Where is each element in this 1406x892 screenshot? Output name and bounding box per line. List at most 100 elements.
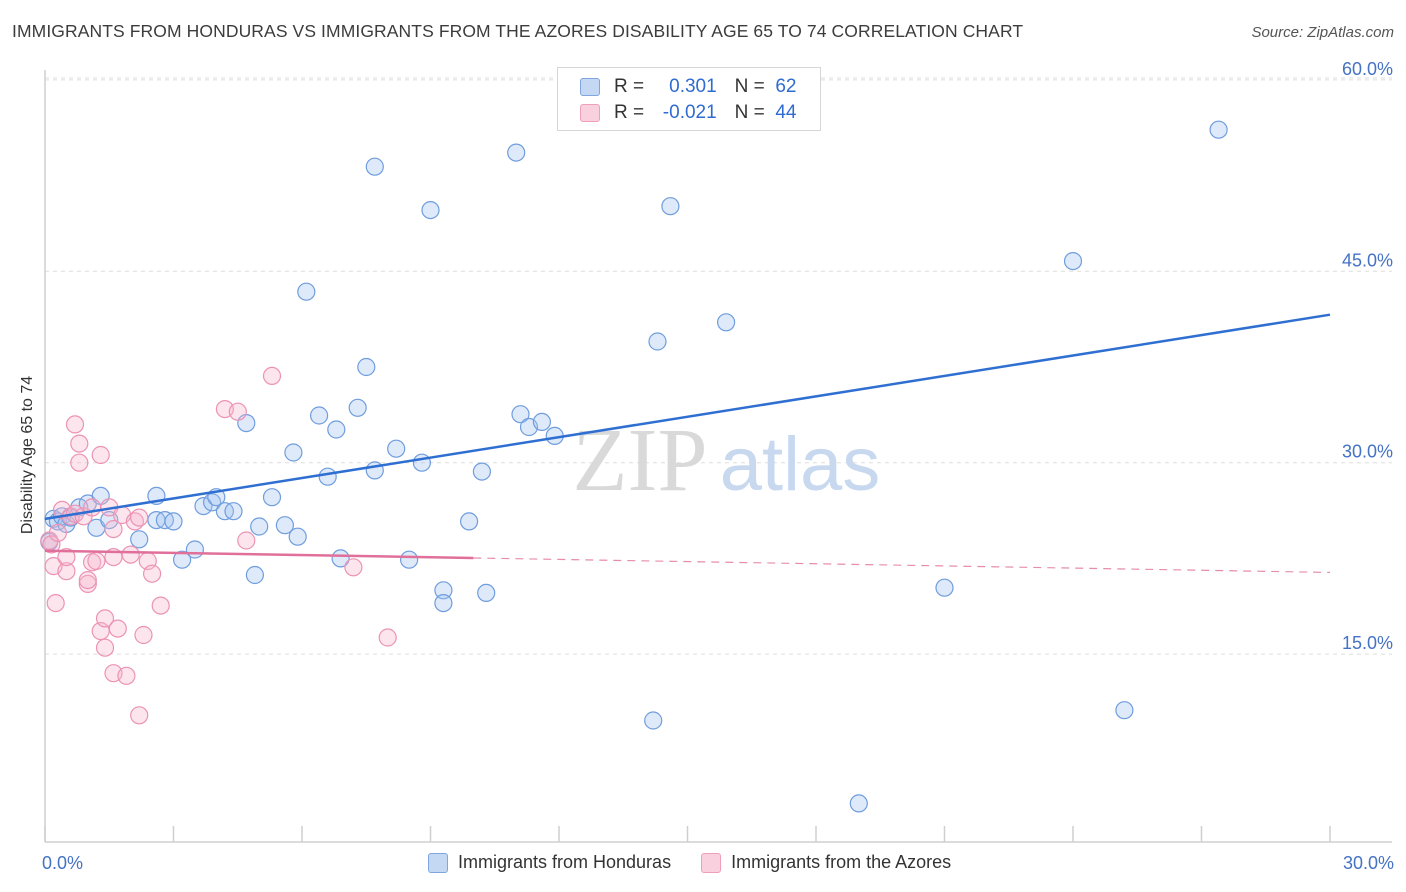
azores-trend-line bbox=[44, 549, 474, 560]
azores-point-41 bbox=[262, 366, 282, 385]
source-label: Source: ZipAtlas.com bbox=[1251, 24, 1394, 41]
honduras-point-45 bbox=[472, 462, 491, 481]
n-label: N = bbox=[734, 76, 765, 97]
honduras-point-41 bbox=[421, 201, 440, 220]
tick-labels: 15.0% 30.0% 45.0% 60.0% 0.0% 30.0% bbox=[42, 59, 1394, 873]
honduras-point-40 bbox=[412, 453, 431, 472]
stats-row-honduras: R = 0.301 N = 62 bbox=[580, 75, 796, 99]
azores-point-30 bbox=[121, 545, 140, 564]
n-label: N = bbox=[734, 102, 765, 123]
r-label: R = bbox=[614, 102, 645, 123]
azores-point-11 bbox=[70, 453, 89, 472]
n-value-honduras: 62 bbox=[775, 76, 797, 97]
honduras-point-25 bbox=[262, 488, 282, 507]
axes bbox=[44, 70, 1392, 843]
azores-point-42 bbox=[344, 558, 363, 577]
honduras-point-27 bbox=[284, 443, 303, 462]
honduras-point-55 bbox=[716, 313, 736, 332]
azores-point-39 bbox=[228, 402, 247, 421]
stats-row-azores: R = -0.021 N = 44 bbox=[580, 101, 796, 125]
honduras-point-28 bbox=[288, 527, 307, 546]
honduras-point-23 bbox=[245, 565, 264, 585]
azores-point-40 bbox=[237, 531, 256, 550]
honduras-point-38 bbox=[387, 439, 406, 458]
y-tick-label-2: 45.0% bbox=[1342, 250, 1393, 270]
series-legend: Immigrants from Honduras Immigrants from… bbox=[428, 852, 981, 873]
y-tick-label-0: 15.0% bbox=[1342, 633, 1393, 653]
chart-title: IMMIGRANTS FROM HONDURAS VS IMMIGRANTS F… bbox=[12, 21, 1024, 41]
azores-point-12 bbox=[70, 434, 89, 453]
r-value-honduras: 0.301 bbox=[669, 76, 717, 97]
honduras-point-15 bbox=[173, 550, 192, 569]
stats-legend: R = 0.301 N = 62 R = -0.021 N = 44 bbox=[557, 67, 821, 131]
azores-point-18 bbox=[87, 551, 106, 571]
trend-lines bbox=[44, 313, 1331, 574]
honduras-point-46 bbox=[477, 583, 496, 603]
x-tick-label-1: 30.0% bbox=[1343, 853, 1394, 873]
honduras-point-50 bbox=[532, 412, 552, 431]
azores-point-1 bbox=[42, 535, 61, 554]
honduras-point-43 bbox=[434, 593, 453, 613]
honduras-point-14 bbox=[164, 512, 183, 531]
honduras-point-24 bbox=[250, 517, 269, 536]
azores-trend-line-extension bbox=[473, 557, 1331, 574]
honduras-point-47 bbox=[507, 143, 526, 162]
honduras-point-56 bbox=[849, 794, 868, 813]
honduras-point-37 bbox=[365, 157, 384, 176]
gridlines bbox=[45, 77, 1392, 655]
azores-point-37 bbox=[151, 596, 170, 615]
azores-point-14 bbox=[78, 574, 97, 594]
y-tick-label-3: 60.0% bbox=[1342, 59, 1393, 79]
azores-point-7 bbox=[57, 547, 76, 567]
azores-swatch bbox=[580, 104, 600, 122]
azores-point-36 bbox=[143, 564, 162, 583]
honduras-point-42 bbox=[434, 581, 453, 600]
legend-label-honduras: Immigrants from Honduras bbox=[458, 852, 672, 872]
legend-label-azores: Immigrants from the Azores bbox=[731, 852, 952, 872]
honduras-point-34 bbox=[348, 398, 367, 417]
azores-point-25 bbox=[104, 519, 123, 539]
azores-point-4 bbox=[48, 523, 68, 543]
azores-point-33 bbox=[130, 508, 149, 527]
n-value-azores: 44 bbox=[775, 102, 797, 123]
honduras-point-30 bbox=[310, 406, 329, 425]
y-axis-label: Disability Age 65 to 74 bbox=[19, 376, 36, 534]
honduras-point-57 bbox=[935, 578, 954, 597]
honduras-point-48 bbox=[511, 405, 530, 424]
legend-item-honduras: Immigrants from Honduras bbox=[428, 852, 671, 873]
r-label: R = bbox=[614, 76, 645, 97]
azores-point-20 bbox=[91, 445, 110, 465]
azores-point-27 bbox=[108, 619, 127, 638]
azores-point-29 bbox=[117, 666, 136, 685]
x-tick-label-0: 0.0% bbox=[42, 853, 83, 873]
honduras-point-26 bbox=[275, 516, 294, 535]
honduras-point-17 bbox=[194, 497, 213, 516]
honduras-legend-swatch bbox=[428, 852, 448, 873]
honduras-point-33 bbox=[331, 549, 350, 568]
azores-point-9 bbox=[65, 415, 85, 434]
legend-item-azores: Immigrants from the Azores bbox=[701, 852, 951, 873]
honduras-trend-line bbox=[44, 313, 1331, 521]
azores-point-22 bbox=[95, 638, 115, 657]
r-value-azores: -0.021 bbox=[662, 102, 717, 123]
watermark-atlas: atlas bbox=[720, 422, 881, 507]
azores-point-15 bbox=[78, 570, 97, 590]
honduras-point-35 bbox=[357, 357, 376, 377]
honduras-point-60 bbox=[1209, 120, 1228, 139]
azores-legend-swatch bbox=[701, 852, 722, 873]
azores-point-32 bbox=[130, 706, 149, 725]
honduras-point-44 bbox=[460, 512, 479, 531]
azores-point-43 bbox=[378, 628, 397, 647]
honduras-point-16 bbox=[185, 540, 204, 559]
honduras-point-58 bbox=[1063, 252, 1083, 271]
honduras-point-59 bbox=[1115, 701, 1134, 720]
honduras-point-54 bbox=[661, 197, 680, 216]
honduras-swatch bbox=[580, 78, 600, 96]
honduras-point-10 bbox=[130, 530, 149, 549]
honduras-point-29 bbox=[297, 282, 316, 301]
y-tick-label-1: 30.0% bbox=[1342, 442, 1393, 462]
watermark: ZIP atlas bbox=[573, 411, 881, 510]
honduras-point-21 bbox=[224, 502, 243, 521]
honduras-point-53 bbox=[648, 332, 667, 351]
